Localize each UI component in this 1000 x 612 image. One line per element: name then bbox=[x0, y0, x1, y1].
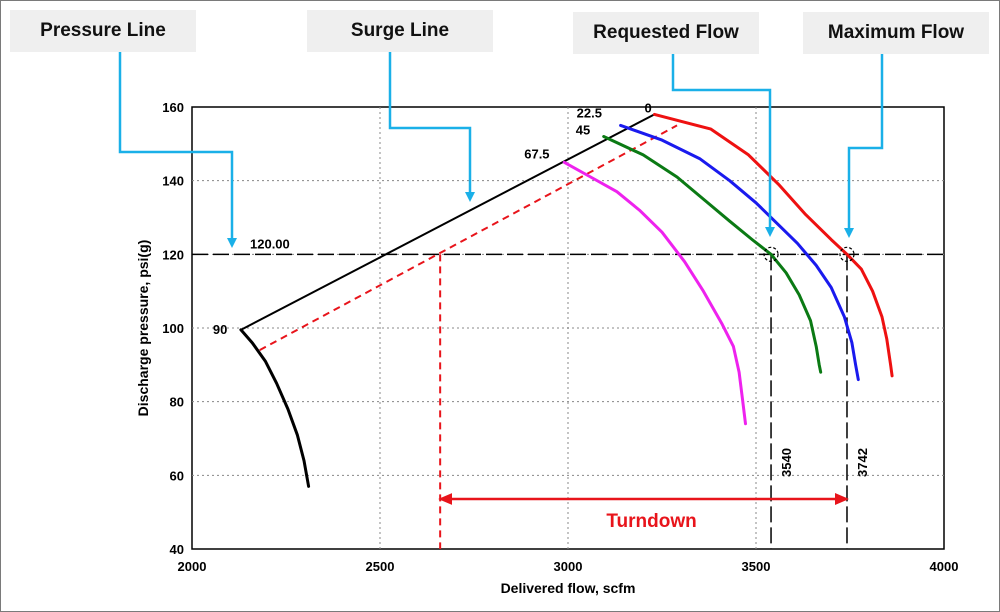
maximum-flow-callout: Maximum Flow bbox=[803, 12, 989, 54]
requested-flow-marker bbox=[763, 246, 779, 262]
requested-flow-callout: Requested Flow bbox=[573, 12, 759, 54]
red-dashed-line bbox=[259, 124, 678, 351]
requested-flow-value-label: 3540 bbox=[779, 448, 794, 477]
maximum-flow-value-label: 3742 bbox=[855, 448, 870, 477]
pressure-line-label: 120.00 bbox=[250, 236, 290, 251]
tick-labels: 2000 2500 3000 3500 4000 40 60 80 100 120 140 160 bbox=[162, 100, 958, 574]
y-tick-label: 160 bbox=[162, 100, 184, 115]
curve-label-0: 0 bbox=[644, 100, 651, 115]
maximum-flow-marker bbox=[839, 246, 855, 262]
x-tick-label: 2500 bbox=[366, 559, 395, 574]
x-tick-label: 3500 bbox=[742, 559, 771, 574]
surge-line bbox=[240, 113, 655, 331]
x-tick-label: 3000 bbox=[554, 559, 583, 574]
curve-label-45: 45 bbox=[576, 122, 590, 137]
curve-0 bbox=[653, 112, 894, 378]
curve-67-5 bbox=[562, 160, 747, 426]
x-axis-label: Delivered flow, scfm bbox=[501, 580, 636, 596]
y-tick-label: 120 bbox=[162, 247, 184, 262]
curve-90 bbox=[239, 328, 311, 488]
curve-label-67-5: 67.5 bbox=[524, 146, 549, 161]
curve-labels: 0 22.5 45 67.5 90 bbox=[213, 100, 652, 336]
requested-callout-arrow bbox=[671, 54, 775, 237]
curve-22-5 bbox=[619, 123, 860, 382]
y-tick-label: 140 bbox=[162, 174, 184, 189]
pressure-callout-arrow bbox=[118, 52, 237, 248]
y-tick-label: 80 bbox=[170, 395, 184, 410]
curve-label-90: 90 bbox=[213, 322, 227, 337]
x-tick-label: 2000 bbox=[178, 559, 207, 574]
y-tick-label: 60 bbox=[170, 468, 184, 483]
grid bbox=[192, 107, 944, 549]
y-axis-label: Discharge pressure, psi(g) bbox=[135, 240, 151, 417]
curve-label-22-5: 22.5 bbox=[577, 105, 602, 120]
curve-45 bbox=[602, 135, 823, 374]
maximum-callout-arrow bbox=[844, 54, 884, 238]
surge-callout-arrow bbox=[388, 52, 475, 202]
turndown-label: Turndown bbox=[606, 511, 696, 532]
pressure-line-callout: Pressure Line bbox=[10, 10, 196, 52]
y-tick-label: 100 bbox=[162, 321, 184, 336]
y-tick-label: 40 bbox=[170, 542, 184, 557]
x-tick-label: 4000 bbox=[930, 559, 959, 574]
surge-line-callout: Surge Line bbox=[307, 10, 493, 52]
flow-curves bbox=[239, 112, 894, 488]
